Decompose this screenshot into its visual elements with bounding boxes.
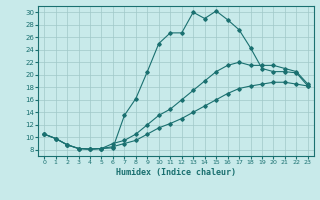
X-axis label: Humidex (Indice chaleur): Humidex (Indice chaleur) xyxy=(116,168,236,177)
